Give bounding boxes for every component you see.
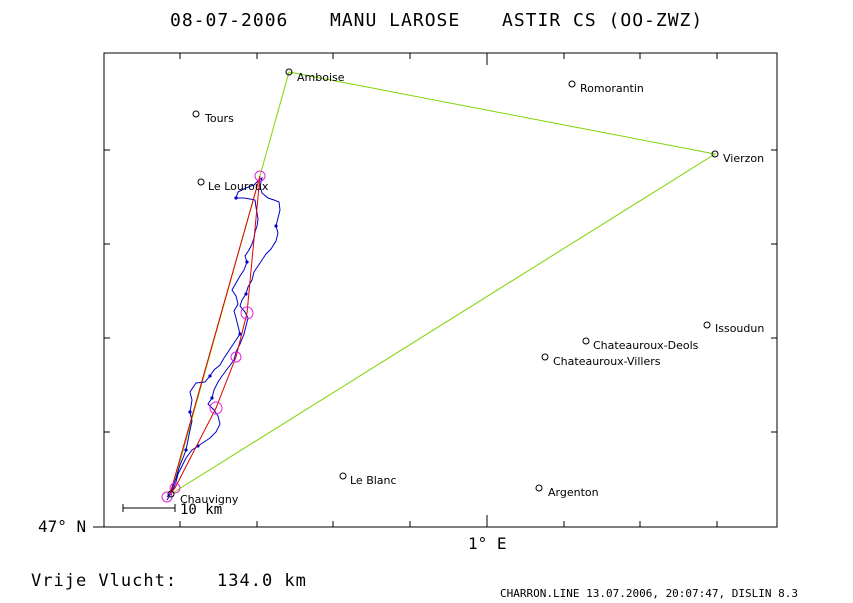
title-date: 08-07-2006 bbox=[170, 10, 288, 31]
distance-label: Vrije Vlucht: bbox=[31, 571, 177, 591]
place-marker-issoudun bbox=[703, 321, 711, 329]
place-marker-amboise bbox=[285, 68, 293, 76]
place-label-chateauroux-villers: Chateauroux-Villers bbox=[553, 355, 661, 368]
place-label-romorantin: Romorantin bbox=[580, 82, 644, 95]
optimized-route bbox=[169, 175, 261, 495]
longitude-label: 1° E bbox=[468, 534, 507, 553]
place-marker-tours bbox=[192, 110, 200, 118]
place-label-le-louroux: Le Louroux bbox=[208, 180, 269, 193]
place-marker-chateauroux-deols bbox=[582, 337, 590, 345]
place-marker-romorantin bbox=[568, 80, 576, 88]
place-label-le-blanc: Le Blanc bbox=[350, 474, 397, 487]
frame-ticks bbox=[104, 53, 777, 527]
footer-info: CHARRON.LINE 13.07.2006, 20:07:47, DISLI… bbox=[500, 587, 798, 600]
place-marker-le-blanc bbox=[339, 472, 347, 480]
place-markers bbox=[167, 68, 719, 498]
place-label-tours: Tours bbox=[204, 112, 234, 125]
task-route bbox=[170, 71, 717, 495]
track-markers bbox=[184, 196, 278, 452]
place-marker-vierzon bbox=[711, 150, 719, 158]
place-label-chateauroux-deols: Chateauroux-Deols bbox=[593, 339, 699, 352]
turnpoint-markers bbox=[161, 170, 266, 503]
place-marker-chauvigny bbox=[167, 490, 175, 498]
scale-bar bbox=[122, 504, 176, 512]
place-labels: Amboise Romorantin Tours Vierzon Le Lour… bbox=[180, 71, 764, 506]
title-glider: ASTIR CS (OO-ZWZ) bbox=[502, 10, 703, 31]
scale-label: 10 km bbox=[180, 502, 222, 518]
place-label-amboise: Amboise bbox=[297, 71, 345, 84]
map-frame bbox=[103, 52, 778, 528]
place-marker-chateauroux-villers bbox=[541, 353, 549, 361]
place-label-chauvigny: Chauvigny bbox=[180, 493, 239, 506]
flight-track bbox=[166, 176, 281, 501]
latitude-label: 47° N bbox=[38, 517, 86, 536]
place-label-vierzon: Vierzon bbox=[723, 152, 764, 165]
place-label-issoudun: Issoudun bbox=[715, 322, 764, 335]
place-marker-argenton bbox=[535, 484, 543, 492]
title-pilot: MANU LAROSE bbox=[330, 10, 460, 31]
distance-value: 134.0 km bbox=[217, 571, 307, 591]
place-marker-le-louroux bbox=[197, 178, 205, 186]
place-label-argenton: Argenton bbox=[548, 486, 599, 499]
